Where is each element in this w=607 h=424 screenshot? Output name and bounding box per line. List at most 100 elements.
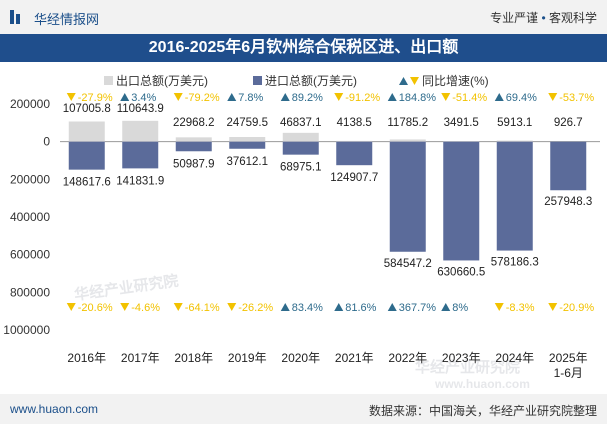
tagline: 专业严谨 • 客观科学: [490, 9, 597, 26]
export-value-label: 110643.9: [117, 103, 164, 115]
import-growth-down-icon: [548, 303, 558, 311]
export-growth-label: 69.4%: [506, 92, 537, 104]
import-bar: [336, 141, 373, 166]
export-growth-label: -51.4%: [452, 92, 487, 104]
y-tick-label: 600000: [10, 248, 50, 262]
import-value-label: 37612.1: [226, 156, 268, 168]
export-bar: [122, 120, 159, 142]
export-growth-down-icon: [441, 93, 451, 101]
export-value-label: 24759.5: [226, 117, 268, 129]
x-tick-label: 2016年: [67, 351, 106, 365]
export-value-label: 4138.5: [337, 117, 372, 129]
import-growth-down-icon: [494, 303, 504, 311]
import-value-label: 257948.3: [544, 196, 592, 208]
export-growth-label: -53.7%: [559, 92, 594, 104]
x-tick-label: 2017年: [121, 351, 160, 365]
export-bar: [336, 140, 373, 142]
import-bar: [68, 141, 105, 170]
legend-growth-label: 同比增速(%): [422, 74, 489, 88]
export-growth-down-icon: [334, 93, 344, 101]
y-tick-label: 200000: [10, 172, 50, 186]
export-growth-label: -27.9%: [78, 92, 113, 104]
export-value-label: 46837.1: [280, 117, 322, 129]
export-value-label: 5913.1: [497, 117, 532, 129]
import-growth-down-icon: [173, 303, 183, 311]
x-tick-label: 2024年: [495, 351, 534, 365]
x-tick-label: 2021年: [335, 351, 374, 365]
x-tick-label: 2023年: [442, 351, 481, 365]
import-growth-label: 8%: [452, 302, 468, 314]
import-growth-label: 367.7%: [399, 302, 437, 314]
chart-title: 2016-2025年6月钦州综合保税区进、出口额: [0, 34, 607, 62]
import-growth-down-icon: [66, 303, 76, 311]
import-growth-label: 83.4%: [292, 302, 323, 314]
import-growth-up-icon: [387, 303, 397, 311]
export-growth-up-icon: [387, 93, 397, 101]
export-growth-down-icon: [66, 93, 76, 101]
export-value-label: 926.7: [554, 117, 583, 129]
export-growth-label: 7.8%: [238, 92, 263, 104]
import-bar: [389, 141, 426, 252]
export-growth-up-icon: [120, 93, 130, 101]
import-value-label: 141831.9: [116, 175, 164, 187]
export-growth-label: 3.4%: [131, 92, 156, 104]
import-value-label: 68975.1: [280, 162, 322, 174]
y-tick-label: 400000: [10, 210, 50, 224]
export-growth-down-icon: [548, 93, 558, 101]
y-tick-label: 200000: [10, 97, 50, 111]
watermark-text-1: 华经产业研究院: [73, 272, 179, 304]
legend-export-label: 出口总额(万美元): [116, 74, 208, 88]
import-bar: [122, 141, 159, 169]
logo-icon: [10, 10, 20, 24]
import-growth-up-icon: [280, 303, 290, 311]
export-value-label: 22968.2: [173, 117, 215, 129]
y-tick-label: 0: [43, 135, 50, 149]
import-growth-label: -20.6%: [78, 302, 113, 314]
export-growth-up-icon: [280, 93, 290, 101]
export-value-label: 3491.5: [444, 117, 479, 129]
export-bar: [229, 137, 266, 142]
watermark-text-2: 华经产业研究院: [415, 358, 520, 376]
legend-import-swatch: [253, 76, 262, 85]
import-growth-label: -26.2%: [238, 302, 273, 314]
import-value-label: 148617.6: [63, 177, 111, 189]
import-bar: [282, 141, 319, 155]
legend-import-label: 进口总额(万美元): [265, 74, 357, 88]
export-bar: [443, 141, 480, 142]
import-bar: [229, 141, 266, 149]
watermark-text-3: www.huaon.com: [434, 377, 530, 391]
footer-source: 数据来源：中国海关，华经产业研究院整理: [368, 404, 597, 418]
export-bar: [496, 140, 533, 142]
import-bar: [443, 141, 480, 261]
tagline-left: 专业严谨: [490, 11, 539, 25]
import-growth-label: 81.6%: [345, 302, 376, 314]
x-tick-label: 2025年: [549, 351, 588, 365]
export-bar: [282, 132, 319, 142]
top-bar: 华经情报网 专业严谨 • 客观科学: [0, 0, 607, 34]
export-growth-label: 184.8%: [399, 92, 437, 104]
x-tick-label: 1-6月: [554, 366, 583, 380]
import-growth-label: -4.6%: [131, 302, 160, 314]
import-growth-up-icon: [334, 303, 344, 311]
export-bar: [389, 139, 426, 142]
footer-bar: www.huaon.com 数据来源：中国海关，华经产业研究院整理: [0, 394, 607, 424]
export-bar: [68, 121, 105, 142]
import-value-label: 584547.2: [384, 258, 432, 270]
import-bar: [496, 141, 533, 251]
import-growth-down-icon: [120, 303, 130, 311]
export-growth-label: -79.2%: [185, 92, 220, 104]
legend-down-triangle-icon: [410, 77, 419, 85]
y-tick-label: 800000: [10, 285, 50, 299]
import-value-label: 630660.5: [437, 266, 485, 278]
export-bar: [175, 137, 212, 142]
export-growth-up-icon: [227, 93, 237, 101]
import-value-label: 50987.9: [173, 158, 215, 170]
export-value-label: 11785.2: [387, 117, 428, 129]
import-growth-up-icon: [441, 303, 451, 311]
import-bar: [550, 141, 587, 191]
export-growth-label: -91.2%: [345, 92, 380, 104]
footer-site: www.huaon.com: [10, 402, 99, 416]
export-growth-down-icon: [173, 93, 183, 101]
import-growth-label: -8.3%: [506, 302, 535, 314]
